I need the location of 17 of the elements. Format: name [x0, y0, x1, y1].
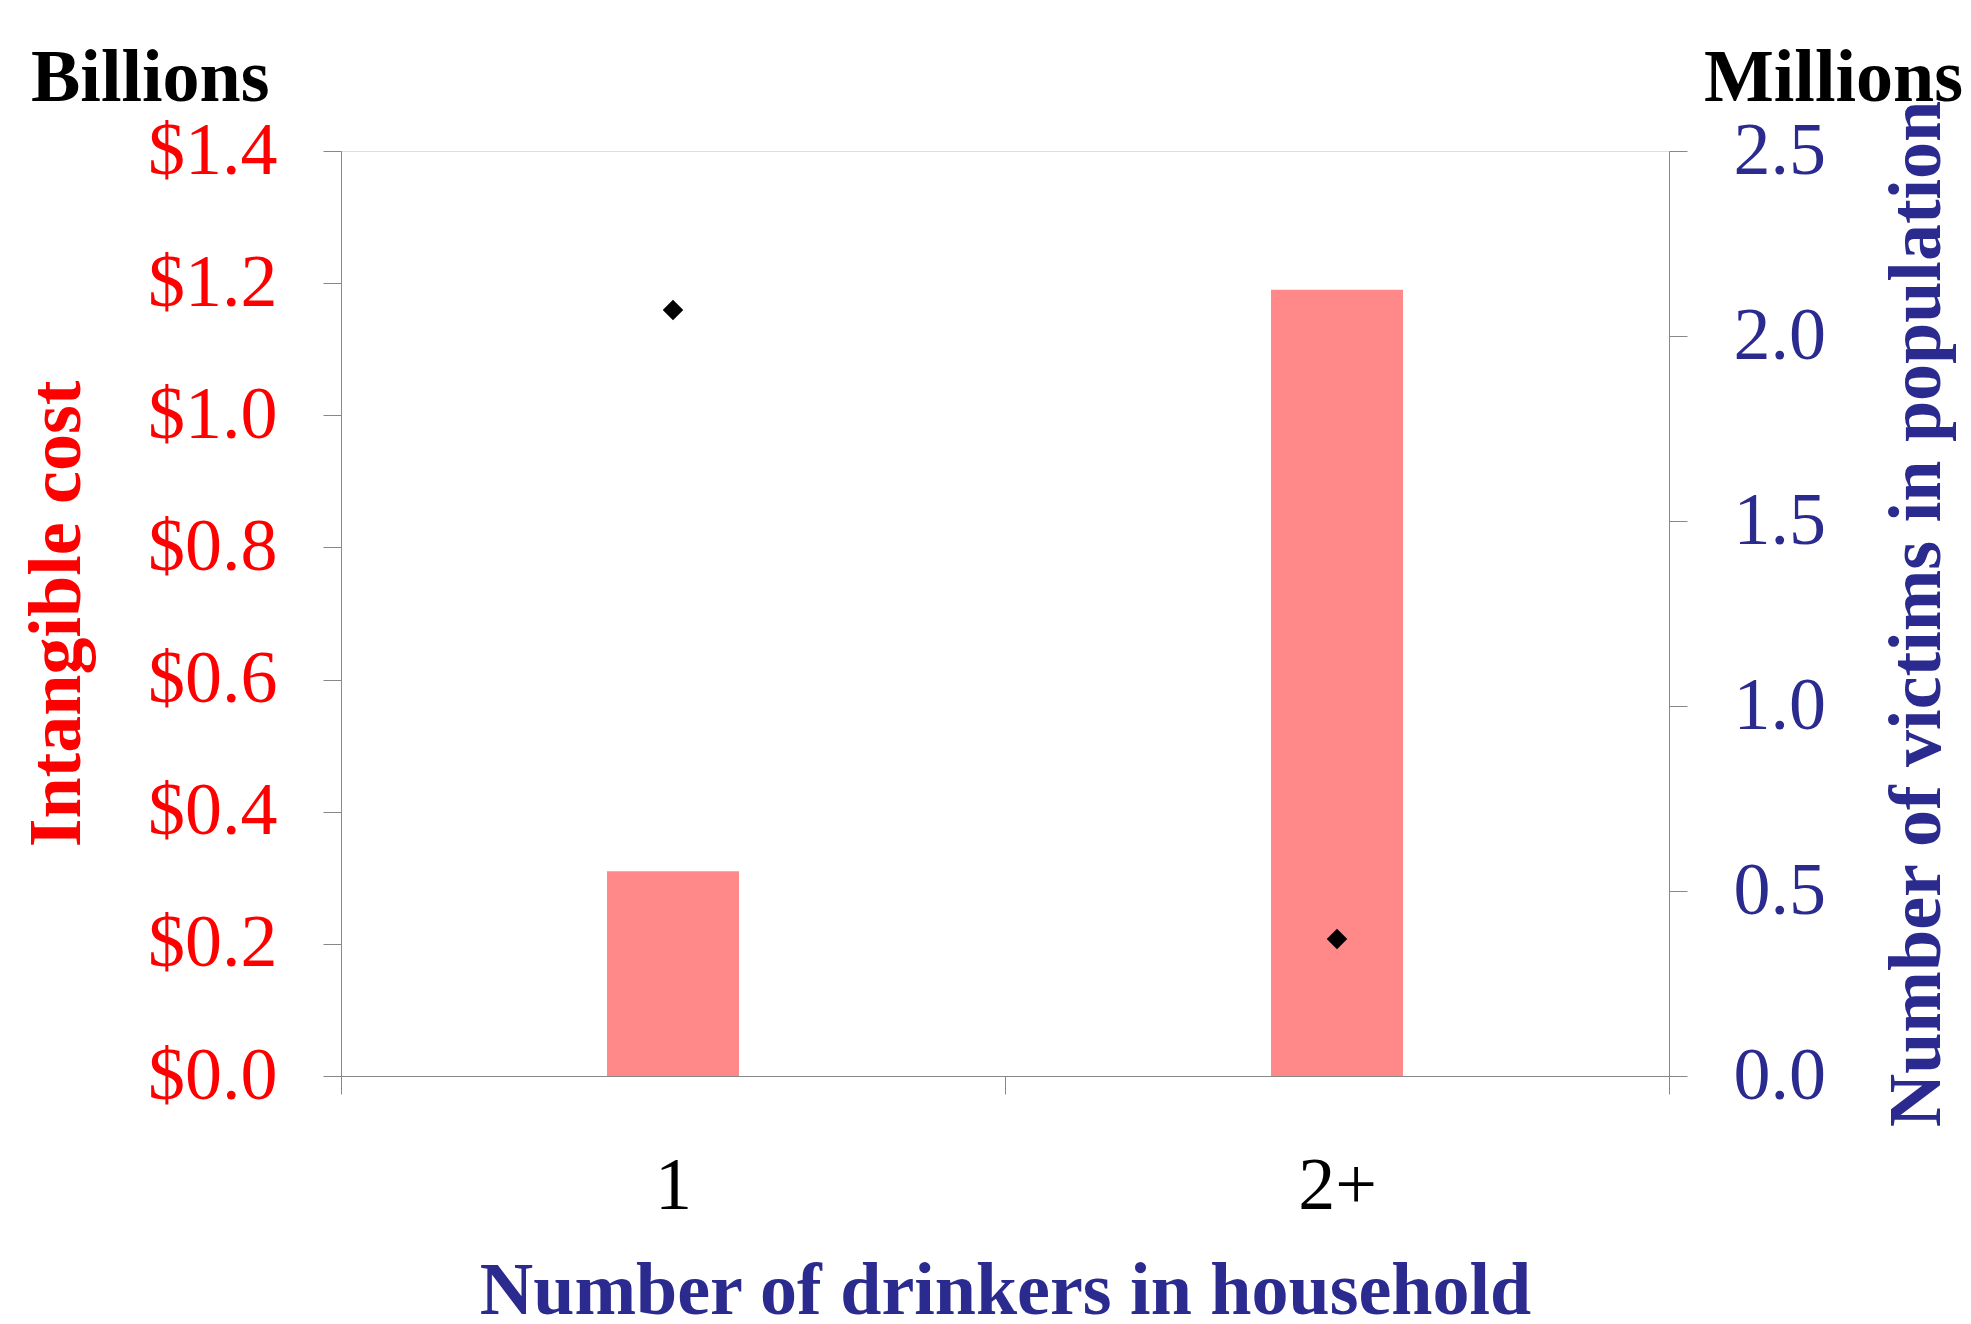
y-tick-label: $0.4: [148, 768, 278, 851]
x-tick-label: 2+: [1298, 1142, 1377, 1225]
y2-tick-label: 0.5: [1733, 847, 1826, 930]
x-tick-label: 1: [655, 1142, 692, 1225]
y2-tick-label: 1.0: [1733, 662, 1826, 745]
y-tick-label: $1.0: [148, 371, 278, 454]
x-axis-title: Number of drinkers in household: [479, 1247, 1532, 1324]
y-tick-label: $0.8: [148, 503, 278, 586]
y-tick-label: $0.6: [148, 636, 278, 719]
y-tick-label: $1.2: [148, 239, 278, 322]
y2-tick-label: 1.5: [1733, 477, 1826, 560]
y2-tick-label: 0.0: [1733, 1032, 1826, 1115]
y-axis-title: Intangible cost: [13, 380, 96, 848]
y2-tick-label: 2.0: [1733, 292, 1826, 375]
y2-tick-label: 2.5: [1733, 107, 1826, 190]
y-tick-label: $0.0: [148, 1032, 278, 1115]
y-tick-label: $0.2: [148, 900, 278, 983]
